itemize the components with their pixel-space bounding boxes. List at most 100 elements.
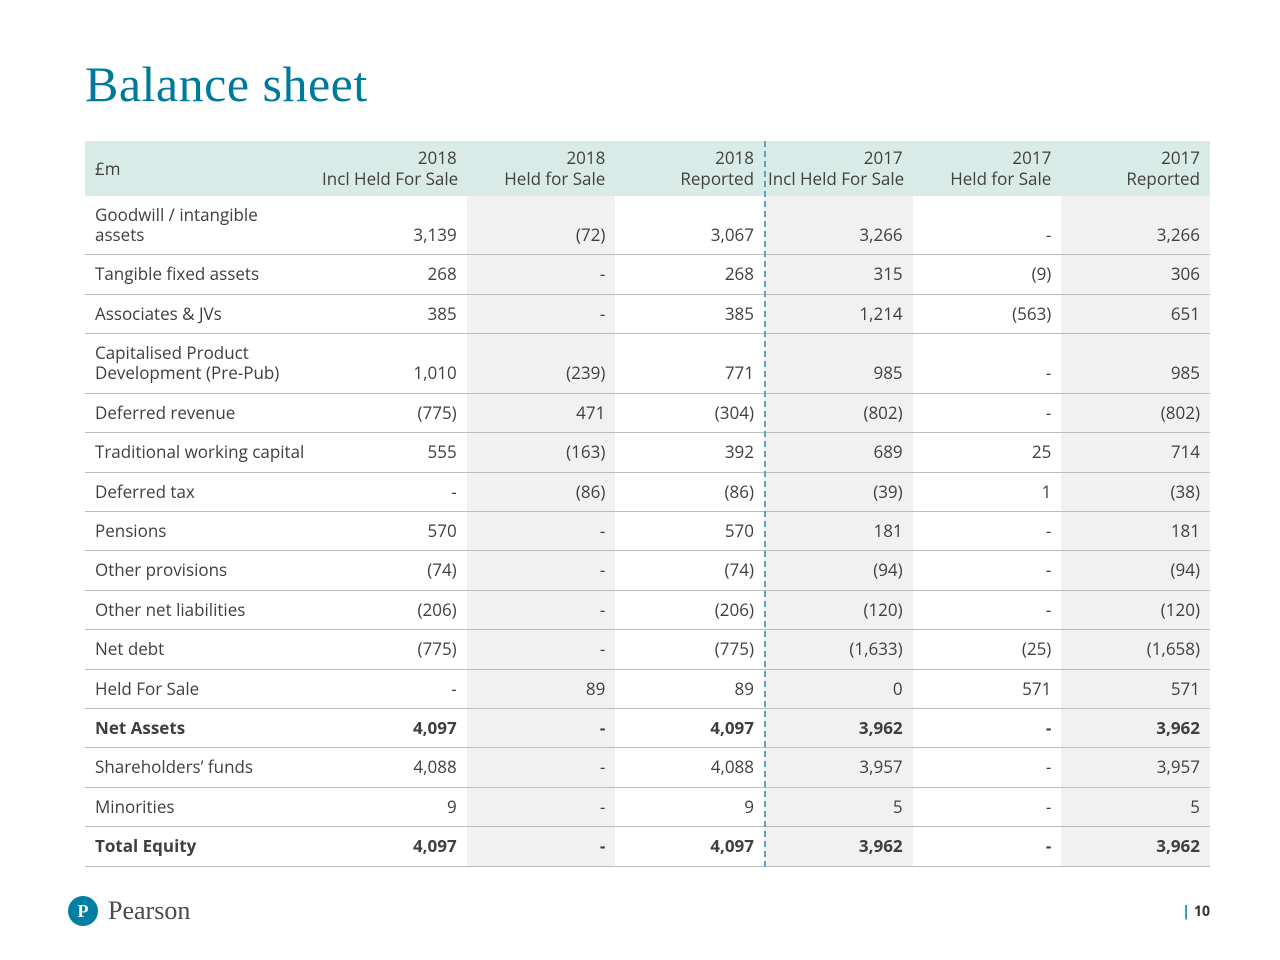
- column-year: 2018: [322, 147, 457, 168]
- table-row: Held For Sale-89890571571: [85, 669, 1210, 708]
- row-label: Shareholders’ funds: [85, 748, 318, 787]
- brand-logo-letter: P: [78, 901, 89, 922]
- cell: (74): [318, 551, 467, 590]
- cell: 3,067: [615, 196, 764, 255]
- column-year: 2018: [471, 147, 606, 168]
- row-label: Associates & JVs: [85, 294, 318, 333]
- cell: (9): [913, 255, 1062, 294]
- row-label: Pensions: [85, 512, 318, 551]
- cell: 268: [318, 255, 467, 294]
- cell: 3,957: [764, 748, 913, 787]
- cell: 555: [318, 433, 467, 472]
- cell: (25): [913, 630, 1062, 669]
- column-sub: Reported: [1065, 168, 1200, 189]
- column-sub: Reported: [619, 168, 754, 189]
- cell: 471: [467, 393, 616, 432]
- cell: -: [318, 472, 467, 511]
- cell: -: [913, 512, 1062, 551]
- cell: 315: [764, 255, 913, 294]
- cell: 985: [764, 334, 913, 394]
- cell: 1: [913, 472, 1062, 511]
- cell: -: [467, 787, 616, 826]
- column-header: 2018Incl Held For Sale: [318, 141, 467, 196]
- cell: 4,097: [615, 708, 764, 747]
- cell: 9: [615, 787, 764, 826]
- cell: 5: [1061, 787, 1210, 826]
- cell: 4,097: [318, 708, 467, 747]
- row-label: Goodwill / intangible assets: [85, 196, 318, 255]
- cell: 392: [615, 433, 764, 472]
- balance-sheet-table-wrap: £m 2018Incl Held For Sale2018Held for Sa…: [85, 141, 1210, 867]
- cell: (775): [318, 630, 467, 669]
- cell: 571: [1061, 669, 1210, 708]
- cell: -: [467, 630, 616, 669]
- cell: -: [913, 334, 1062, 394]
- cell: 3,139: [318, 196, 467, 255]
- row-label: Minorities: [85, 787, 318, 826]
- cell: (206): [318, 590, 467, 629]
- cell: (94): [764, 551, 913, 590]
- page-number-value: 10: [1194, 902, 1210, 921]
- row-label: Traditional working capital: [85, 433, 318, 472]
- cell: 689: [764, 433, 913, 472]
- page-number: |10: [1182, 902, 1210, 921]
- cell: -: [467, 748, 616, 787]
- cell: -: [913, 827, 1062, 866]
- table-row: Traditional working capital555(163)39268…: [85, 433, 1210, 472]
- cell: 3,266: [1061, 196, 1210, 255]
- balance-sheet-table: £m 2018Incl Held For Sale2018Held for Sa…: [85, 141, 1210, 867]
- cell: 3,962: [764, 708, 913, 747]
- brand-logo-icon: P: [68, 896, 98, 926]
- row-label: Deferred revenue: [85, 393, 318, 432]
- cell: -: [467, 708, 616, 747]
- column-year: 2017: [917, 147, 1052, 168]
- cell: (304): [615, 393, 764, 432]
- column-header: 2017Incl Held For Sale: [764, 141, 913, 196]
- column-year: 2018: [619, 147, 754, 168]
- cell: -: [913, 708, 1062, 747]
- column-sub: Incl Held For Sale: [768, 168, 903, 189]
- cell: 9: [318, 787, 467, 826]
- cell: (72): [467, 196, 616, 255]
- table-row: Deferred revenue(775)471(304)(802)-(802): [85, 393, 1210, 432]
- cell: 771: [615, 334, 764, 394]
- row-label: Capitalised Product Development (Pre-Pub…: [85, 334, 318, 394]
- table-row: Deferred tax-(86)(86)(39)1(38): [85, 472, 1210, 511]
- column-header: 2017Held for Sale: [913, 141, 1062, 196]
- footer: P Pearson |10: [68, 896, 1210, 926]
- cell: -: [467, 294, 616, 333]
- table-row: Associates & JVs385-3851,214(563)651: [85, 294, 1210, 333]
- table-body: Goodwill / intangible assets3,139(72)3,0…: [85, 196, 1210, 867]
- cell: (86): [615, 472, 764, 511]
- table-header-row: £m 2018Incl Held For Sale2018Held for Sa…: [85, 141, 1210, 196]
- column-header: 2018Held for Sale: [467, 141, 616, 196]
- cell: -: [913, 590, 1062, 629]
- row-label: Net debt: [85, 630, 318, 669]
- table-row: Minorities9-95-5: [85, 787, 1210, 826]
- cell: 268: [615, 255, 764, 294]
- cell: 3,957: [1061, 748, 1210, 787]
- cell: 306: [1061, 255, 1210, 294]
- slide: Balance sheet £m 2018Incl Held For Sale2…: [0, 0, 1280, 960]
- brand-name: Pearson: [108, 896, 190, 926]
- cell: 570: [318, 512, 467, 551]
- brand: P Pearson: [68, 896, 190, 926]
- cell: 1,010: [318, 334, 467, 394]
- cell: -: [913, 551, 1062, 590]
- cell: -: [913, 748, 1062, 787]
- cell: 570: [615, 512, 764, 551]
- cell: 4,088: [615, 748, 764, 787]
- cell: 3,266: [764, 196, 913, 255]
- cell: (86): [467, 472, 616, 511]
- cell: 0: [764, 669, 913, 708]
- cell: (206): [615, 590, 764, 629]
- currency-label: £m: [95, 157, 120, 180]
- cell: 89: [615, 669, 764, 708]
- column-sub: Incl Held For Sale: [322, 168, 457, 189]
- row-label: Total Equity: [85, 827, 318, 866]
- cell: 4,097: [318, 827, 467, 866]
- cell: 1,214: [764, 294, 913, 333]
- cell: 181: [764, 512, 913, 551]
- currency-header: £m: [85, 141, 318, 196]
- cell: (1,633): [764, 630, 913, 669]
